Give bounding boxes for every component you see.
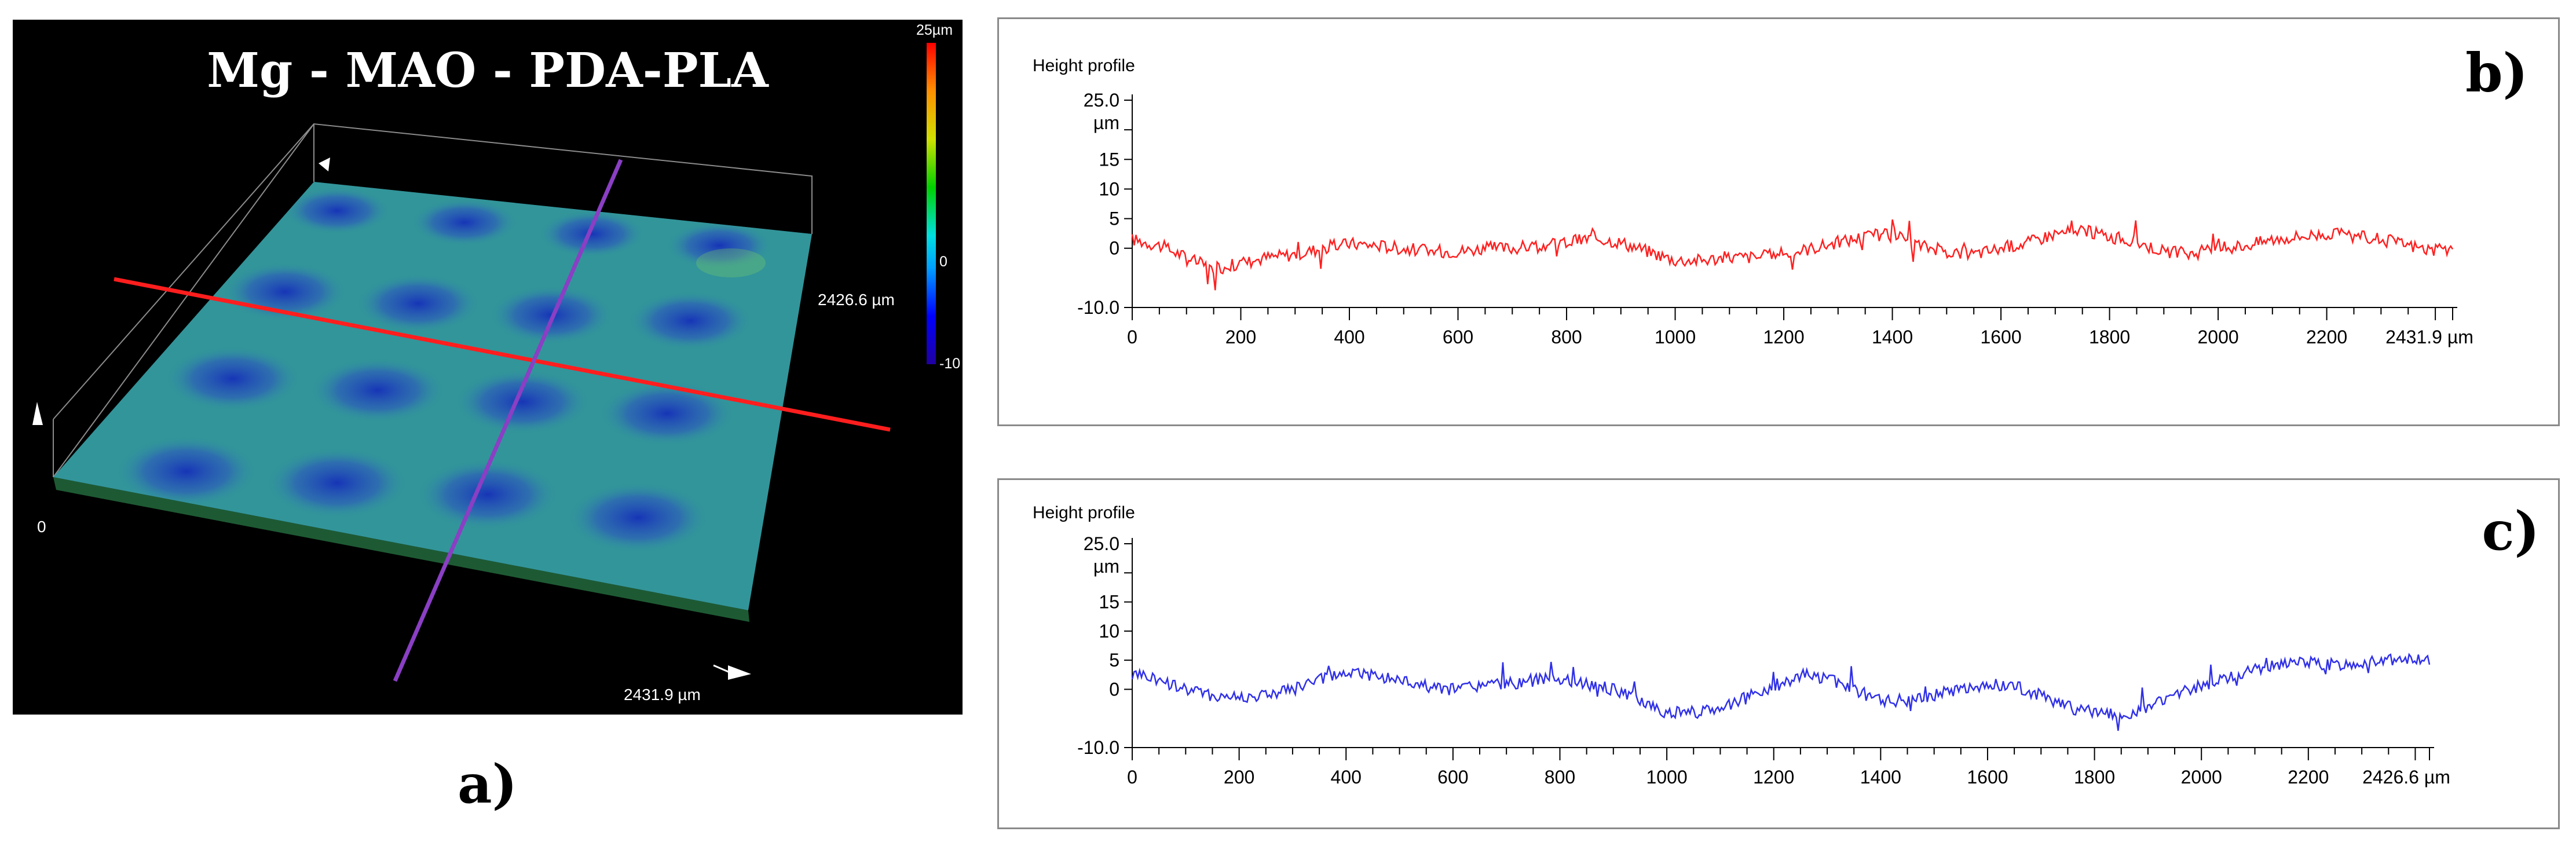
height-profile-panel-b: Height profile b) 25.0 15 10 5 0 -10.0 µm 0 200 400… <box>997 17 2560 426</box>
x-tick-label: 800 <box>1551 327 1582 347</box>
length-axis-arrow <box>728 665 751 680</box>
y-tick-label: 5 <box>1109 650 1119 671</box>
height-profile-line <box>1131 653 2431 731</box>
origin-label: 0 <box>37 518 46 536</box>
y-tick-label: 25.0 <box>1084 533 1119 554</box>
x-tick-label: 2431.9 µm <box>2385 327 2473 347</box>
x-tick-label: 1200 <box>1763 327 1804 347</box>
colorbar-mid-label: 0 <box>939 254 947 270</box>
x-tick-label: 200 <box>1224 767 1254 788</box>
y-tick-label: 15 <box>1099 149 1119 170</box>
height-profile-chart-b: Height profile b) 25.0 15 10 5 0 -10.0 µm 0 200 400… <box>1033 42 2528 347</box>
y-tick-label: 10 <box>1099 178 1119 199</box>
panel-letter: b) <box>2465 42 2528 104</box>
y-tick-label: -10.0 <box>1077 297 1119 318</box>
panel-a-letter: a) <box>458 753 518 815</box>
y-tick-label: 25.0 <box>1084 90 1119 111</box>
width-dimension-label: 2426.6 µm <box>818 291 895 309</box>
y-tick-label: -10.0 <box>1077 737 1119 758</box>
surface-3d-svg <box>32 43 936 682</box>
y-tick-label: 5 <box>1109 208 1119 229</box>
panel-letter: c) <box>2482 500 2540 562</box>
colorbar-max-label: 25µm <box>916 22 953 38</box>
panel-title: Mg - MAO - PDA-PLA <box>207 43 769 98</box>
height-profile-chart-c: Height profile c) 25.0 15 10 5 0 -10.0 µm 0 200 400… <box>1033 500 2540 788</box>
y-tick-label: 0 <box>1109 679 1119 699</box>
profile-line-y <box>393 159 623 682</box>
x-tick-label: 1200 <box>1753 767 1794 788</box>
x-tick-label: 0 <box>1127 767 1137 788</box>
x-tick-label: 2426.6 µm <box>2362 767 2450 788</box>
chart-title: Height profile <box>1033 503 1135 522</box>
x-tick-label: 2200 <box>2288 767 2329 788</box>
x-tick-label: 600 <box>1437 767 1468 788</box>
top-corner-arrow <box>319 158 330 171</box>
length-dimension-label: 2431.9 µm <box>624 686 701 704</box>
profile-line-x <box>114 277 891 432</box>
y-axis-unit: µm <box>1093 556 1119 577</box>
x-tick-label: 2000 <box>2197 327 2238 347</box>
x-tick-label: 800 <box>1545 767 1575 788</box>
x-tick-label: 1400 <box>1860 767 1901 788</box>
y-tick-label: 15 <box>1099 592 1119 613</box>
x-tick-label: 400 <box>1334 327 1364 347</box>
x-tick-label: 400 <box>1331 767 1362 788</box>
bounding-box <box>53 123 813 478</box>
height-profile-line <box>1131 219 2454 291</box>
x-tick-label: 600 <box>1443 327 1473 347</box>
surface-3d-panel: Mg - MAO - PDA-PLA 25µm 0 -10 2426.6 µm … <box>13 20 963 715</box>
x-tick-label: 1600 <box>1980 327 2021 347</box>
chart-title: Height profile <box>1033 56 1135 75</box>
x-tick-label: 1800 <box>2089 327 2130 347</box>
height-surface <box>53 182 812 622</box>
x-tick-label: 1800 <box>2074 767 2115 788</box>
x-tick-label: 1000 <box>1646 767 1688 788</box>
y-tick-label: 10 <box>1099 621 1119 642</box>
x-tick-label: 2200 <box>2306 327 2347 347</box>
x-tick-label: 0 <box>1127 327 1137 347</box>
x-tick-label: 200 <box>1225 327 1256 347</box>
height-profile-panel-c: Height profile c) 25.0 15 10 5 0 -10.0 µm 0 200 400… <box>997 478 2560 829</box>
colorbar-min-label: -10 <box>939 356 961 372</box>
y-tick-label: 0 <box>1109 238 1119 259</box>
colorbar <box>927 43 936 364</box>
x-tick-label: 1400 <box>1872 327 1913 347</box>
x-tick-label: 2000 <box>2181 767 2222 788</box>
height-axis-arrow <box>32 402 43 425</box>
x-tick-label: 1600 <box>1967 767 2008 788</box>
x-tick-label: 1000 <box>1655 327 1696 347</box>
y-axis-unit: µm <box>1093 112 1119 133</box>
